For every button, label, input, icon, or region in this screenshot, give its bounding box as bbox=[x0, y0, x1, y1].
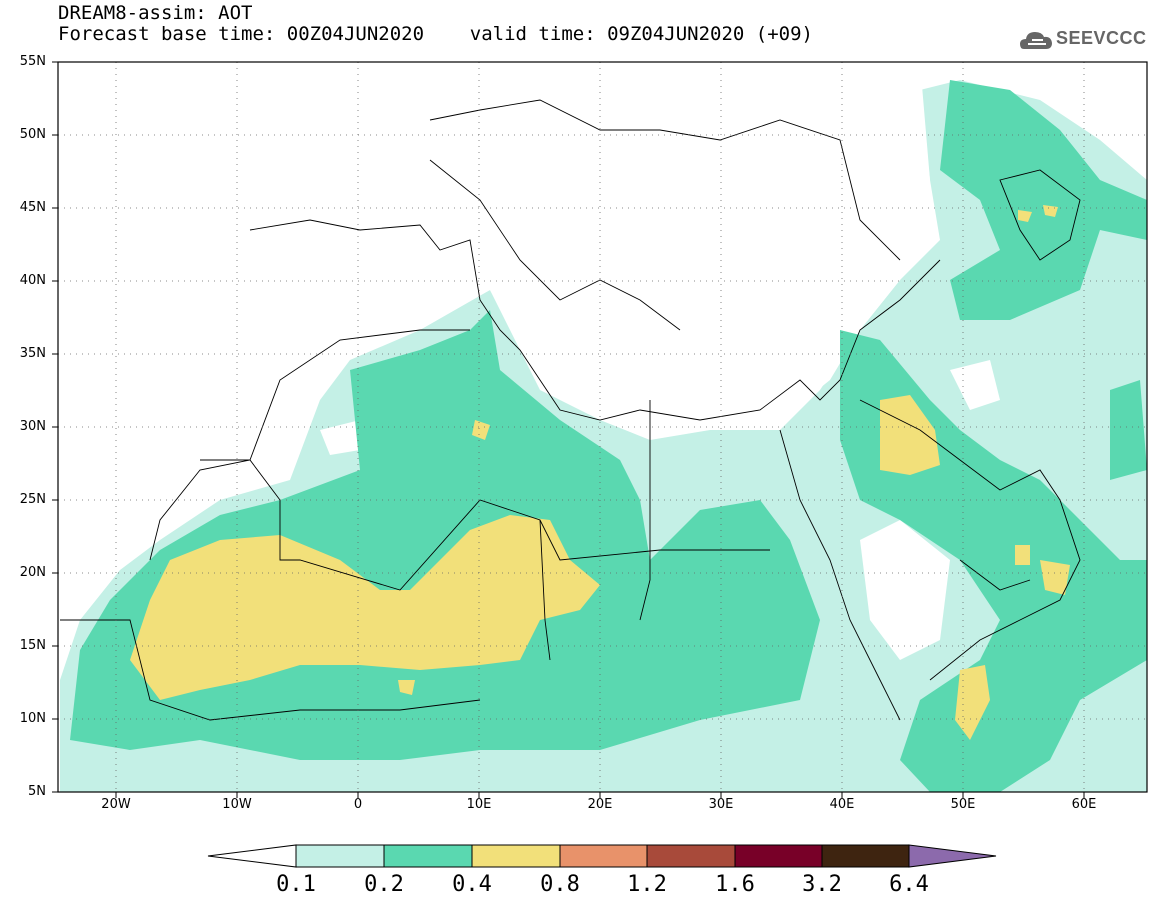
colorbar-label: 0.1 bbox=[276, 872, 316, 897]
colorbar-label: 0.4 bbox=[452, 872, 492, 897]
colorbar-low-arrow bbox=[207, 844, 297, 868]
colorbar-segment bbox=[559, 844, 648, 868]
lat-tick-label: 25N bbox=[19, 492, 46, 507]
aot-class-0.4-0.8 bbox=[130, 205, 1070, 740]
lat-tick-label: 30N bbox=[19, 419, 46, 434]
colorbar-segment bbox=[295, 844, 385, 868]
colorbar-segment bbox=[646, 844, 736, 868]
aot-below-0.1 bbox=[58, 62, 1000, 660]
colorbar-label: 1.2 bbox=[627, 872, 667, 897]
lon-tick-label: 20E bbox=[587, 797, 613, 812]
colorbar-high-arrow bbox=[908, 844, 997, 868]
map-title: DREAM8-assim: AOT bbox=[58, 2, 253, 24]
colorbar-label: 6.4 bbox=[889, 872, 929, 897]
lon-tick-label: 30E bbox=[708, 797, 734, 812]
colorbar-label: 0.2 bbox=[364, 872, 404, 897]
colorbar-label: 0.8 bbox=[540, 872, 580, 897]
lon-tick-label: 50E bbox=[950, 797, 976, 812]
colorbar-label: 1.6 bbox=[715, 872, 755, 897]
forecast-time-line: Forecast base time: 00Z04JUN2020 valid t… bbox=[58, 23, 813, 45]
logo-text: SEEVCCC bbox=[1056, 28, 1147, 48]
colorbar-label: 3.2 bbox=[802, 872, 842, 897]
colorbar bbox=[207, 844, 997, 868]
lat-tick-label: 35N bbox=[19, 346, 46, 361]
lon-tick-label: 40E bbox=[829, 797, 855, 812]
lat-tick-label: 45N bbox=[19, 200, 46, 215]
lat-tick-label: 50N bbox=[19, 127, 46, 142]
lat-tick-label: 20N bbox=[19, 565, 46, 580]
lat-tick-label: 15N bbox=[19, 638, 46, 653]
lon-tick-label: 0 bbox=[353, 797, 363, 812]
lat-tick-label: 10N bbox=[19, 711, 46, 726]
lat-tick-label: 55N bbox=[19, 54, 46, 69]
colorbar-segment bbox=[471, 844, 561, 868]
cloud-icon bbox=[1020, 32, 1052, 49]
colorbar-segment bbox=[734, 844, 823, 868]
lon-tick-label: 20W bbox=[101, 797, 131, 812]
lon-tick-label: 10E bbox=[466, 797, 492, 812]
lat-tick-label: 5N bbox=[28, 784, 46, 799]
axis-ticks bbox=[52, 61, 1085, 798]
colorbar-segment bbox=[383, 844, 473, 868]
coastlines bbox=[60, 99, 1081, 721]
colorbar-segment bbox=[821, 844, 910, 868]
lat-tick-label: 40N bbox=[19, 273, 46, 288]
lon-tick-label: 60E bbox=[1071, 797, 1097, 812]
lon-tick-label: 10W bbox=[222, 797, 252, 812]
